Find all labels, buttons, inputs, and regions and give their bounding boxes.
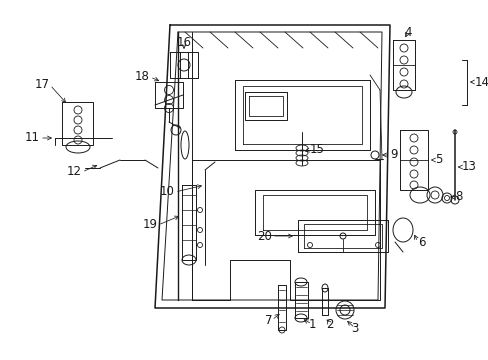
Text: 7: 7 — [264, 314, 271, 327]
Text: 3: 3 — [350, 321, 358, 334]
Text: 17: 17 — [35, 78, 50, 91]
Text: 6: 6 — [417, 235, 425, 248]
Text: 10: 10 — [160, 185, 175, 198]
Text: 13: 13 — [461, 161, 476, 174]
Text: 20: 20 — [257, 230, 271, 243]
Text: 16: 16 — [176, 36, 191, 49]
Text: 4: 4 — [404, 26, 411, 39]
Text: 11: 11 — [25, 131, 40, 144]
Text: 2: 2 — [325, 318, 333, 330]
Text: 8: 8 — [454, 190, 462, 203]
Text: 9: 9 — [389, 148, 397, 162]
Text: 5: 5 — [434, 153, 442, 166]
Text: 15: 15 — [309, 144, 324, 157]
Text: 12: 12 — [67, 166, 82, 179]
Text: 18: 18 — [135, 71, 150, 84]
Text: 19: 19 — [142, 219, 158, 231]
Text: 1: 1 — [307, 318, 315, 330]
Text: 14: 14 — [474, 76, 488, 89]
